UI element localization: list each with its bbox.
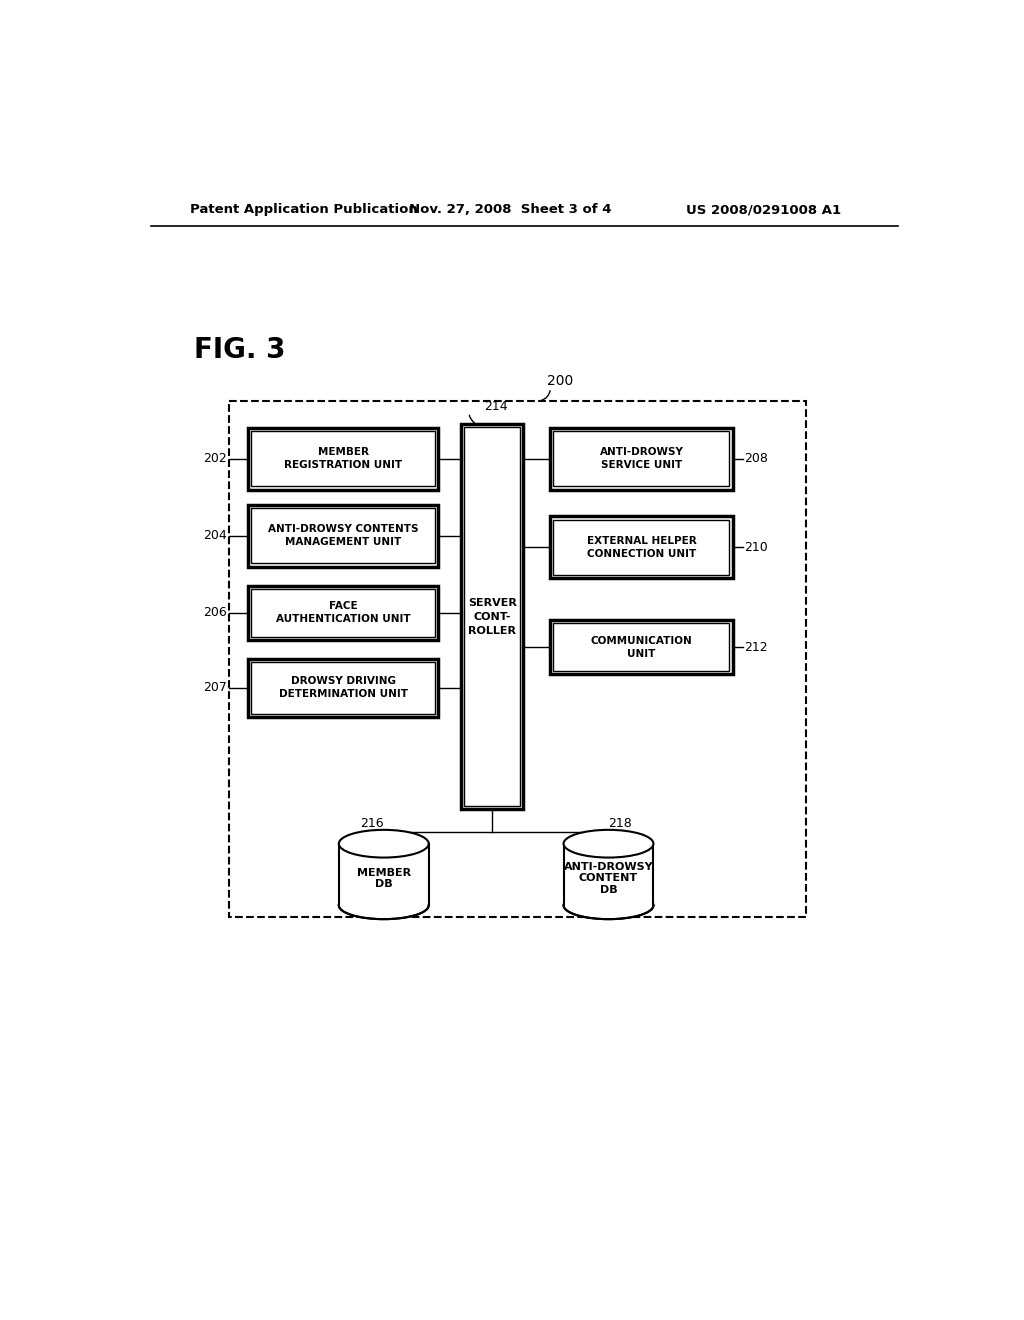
Text: Nov. 27, 2008  Sheet 3 of 4: Nov. 27, 2008 Sheet 3 of 4 — [409, 203, 611, 216]
Ellipse shape — [339, 891, 429, 919]
Bar — [248, 586, 438, 640]
Bar — [554, 520, 729, 576]
Bar — [464, 428, 520, 807]
Bar — [248, 506, 438, 566]
Bar — [251, 589, 435, 636]
Text: 212: 212 — [744, 640, 768, 653]
Text: 210: 210 — [744, 541, 768, 554]
Bar — [251, 663, 435, 714]
Text: 200: 200 — [547, 374, 572, 388]
Text: 202: 202 — [204, 453, 227, 465]
Text: 208: 208 — [744, 453, 768, 465]
Text: ANTI-DROWSY
CONTENT
DB: ANTI-DROWSY CONTENT DB — [563, 862, 653, 895]
Text: MEMBER
REGISTRATION UNIT: MEMBER REGISTRATION UNIT — [284, 447, 402, 470]
Text: FACE
AUTHENTICATION UNIT: FACE AUTHENTICATION UNIT — [275, 601, 411, 624]
Text: Patent Application Publication: Patent Application Publication — [190, 203, 418, 216]
Text: ANTI-DROWSY
SERVICE UNIT: ANTI-DROWSY SERVICE UNIT — [599, 447, 683, 470]
Bar — [461, 424, 523, 809]
Text: 206: 206 — [204, 606, 227, 619]
Text: EXTERNAL HELPER
CONNECTION UNIT: EXTERNAL HELPER CONNECTION UNIT — [587, 536, 696, 558]
Bar — [251, 508, 435, 564]
Text: MEMBER
DB: MEMBER DB — [356, 867, 411, 890]
Text: 216: 216 — [360, 817, 384, 830]
Bar — [550, 516, 732, 578]
Bar — [248, 428, 438, 490]
Bar — [554, 623, 729, 671]
Ellipse shape — [339, 830, 429, 858]
Text: COMMUNICATION
UNIT: COMMUNICATION UNIT — [591, 636, 692, 659]
Bar — [251, 430, 435, 486]
Ellipse shape — [563, 830, 653, 858]
Bar — [339, 843, 429, 906]
Text: 218: 218 — [608, 817, 632, 830]
Text: DROWSY DRIVING
DETERMINATION UNIT: DROWSY DRIVING DETERMINATION UNIT — [279, 676, 408, 700]
Bar — [554, 430, 729, 486]
Bar — [563, 843, 653, 906]
Text: 204: 204 — [204, 529, 227, 543]
Bar — [248, 659, 438, 717]
Bar — [228, 401, 806, 917]
Bar — [550, 620, 732, 675]
Text: ANTI-DROWSY CONTENTS
MANAGEMENT UNIT: ANTI-DROWSY CONTENTS MANAGEMENT UNIT — [268, 524, 419, 548]
Bar — [550, 428, 732, 490]
Text: FIG. 3: FIG. 3 — [194, 335, 286, 363]
Text: US 2008/0291008 A1: US 2008/0291008 A1 — [686, 203, 841, 216]
Text: 214: 214 — [484, 400, 508, 412]
Ellipse shape — [563, 891, 653, 919]
Text: 207: 207 — [204, 681, 227, 694]
Text: SERVER
CONT-
ROLLER: SERVER CONT- ROLLER — [468, 598, 517, 635]
